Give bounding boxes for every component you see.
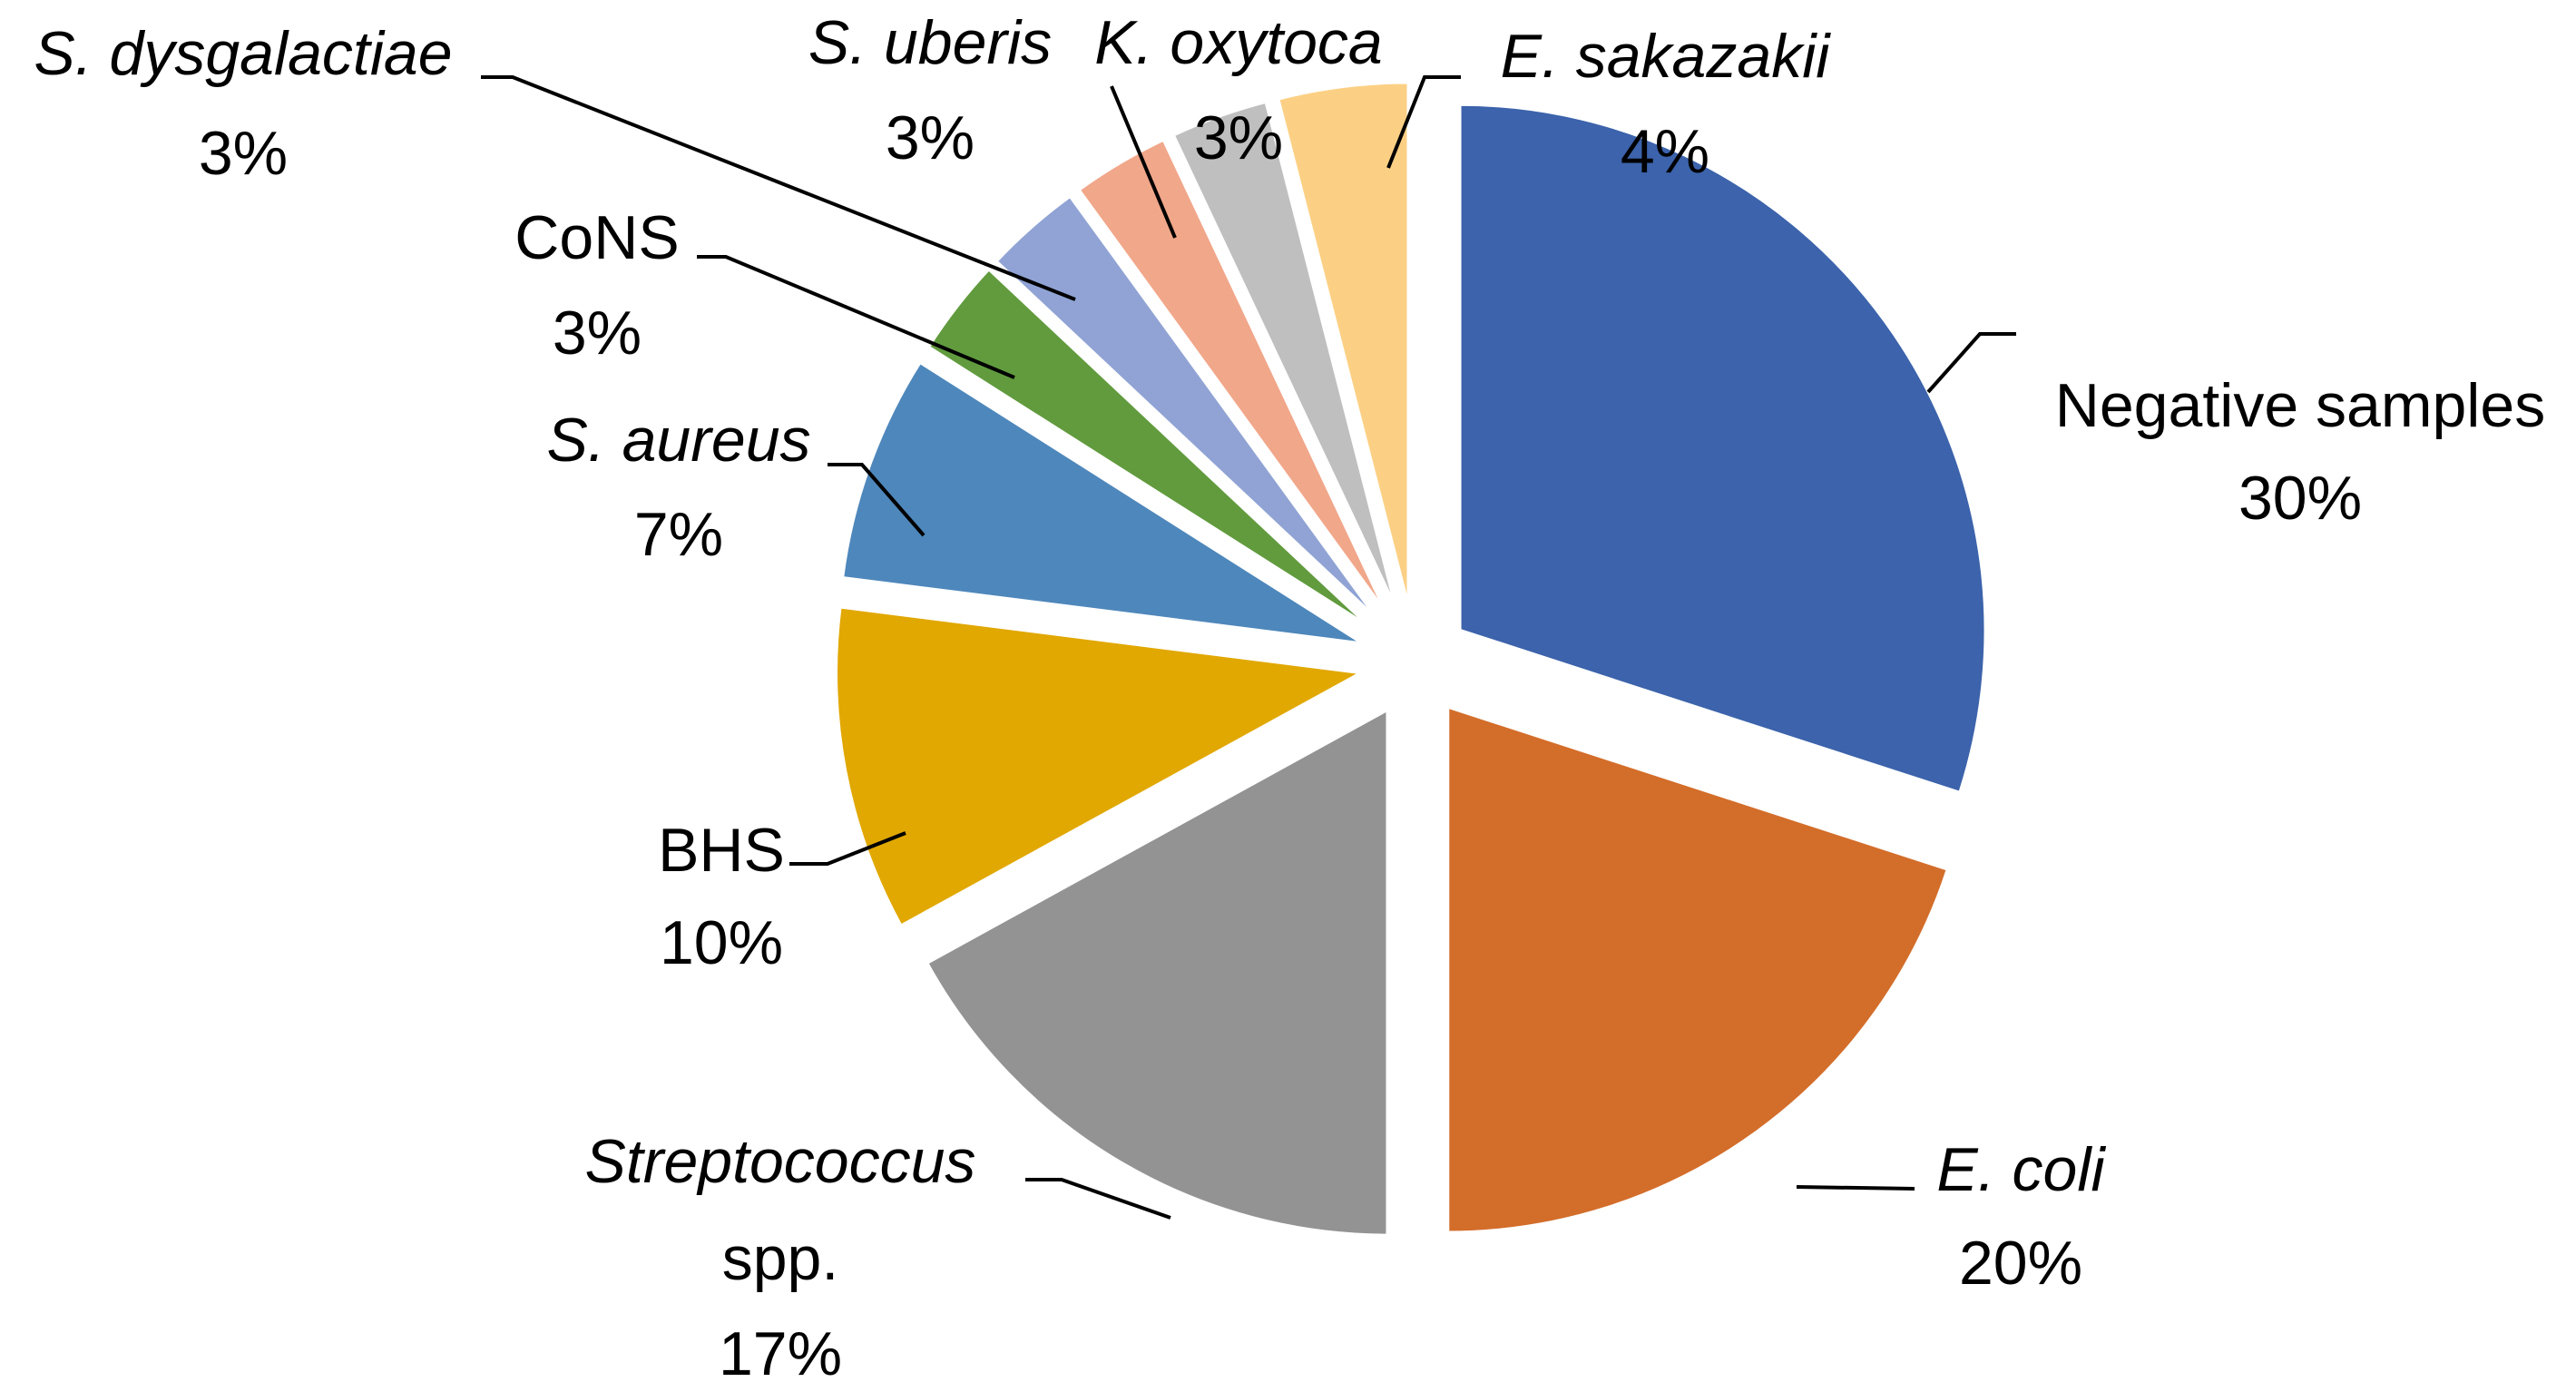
pct-cons: 3% <box>553 299 642 368</box>
label-k-oxytoca: K. oxytoca <box>1094 8 1383 77</box>
pie-slice-negative-samples <box>1457 102 1988 796</box>
pie-slice-k-oxytoca <box>1170 99 1399 613</box>
pct-bhs: 10% <box>660 908 783 977</box>
pie-slices <box>834 80 1988 1238</box>
leader-line-cons <box>697 255 1015 379</box>
label-s-dysgalactiae: S. dysgalactiae <box>34 19 452 88</box>
leader-line-s-aureus <box>828 463 926 537</box>
pie-slice-s-dysgalactiae <box>993 192 1381 623</box>
pct-k-oxytoca: 3% <box>1194 103 1283 172</box>
label-cons: CoNS <box>514 203 679 272</box>
pie-slice-e-sakazakii <box>1275 80 1411 609</box>
leader-line-e-coli <box>1796 1185 1915 1191</box>
label-e-coli: E. coli <box>1936 1135 2106 1204</box>
label-streptococcus: Streptococcus <box>585 1127 976 1196</box>
pct-e-coli: 20% <box>1959 1229 2082 1298</box>
leader-line-s-uberis <box>1110 85 1177 239</box>
leader-line-s-dysgalactiae <box>481 75 1076 301</box>
label-s-aureus: S. aureus <box>546 406 810 475</box>
pct-streptococcus: 17% <box>719 1319 842 1382</box>
pie-slice-s-uberis <box>1075 136 1390 617</box>
pct-s-uberis: 3% <box>886 103 975 172</box>
pie-slice-streptococcus <box>924 706 1390 1238</box>
label-e-sakazakii: E. sakazakii <box>1501 22 1832 91</box>
pct-e-sakazakii: 4% <box>1621 117 1709 186</box>
pct-s-aureus: 7% <box>634 500 723 569</box>
label-bhs: BHS <box>658 816 785 885</box>
slice-labels: Negative samples 30% E. coli 20% Strepto… <box>34 8 2545 1382</box>
pct-negative-samples: 30% <box>2238 464 2362 533</box>
pie-slice-e-coli <box>1445 703 1951 1235</box>
label-s-uberis: S. uberis <box>808 8 1052 77</box>
pie-slice-bhs <box>834 604 1368 929</box>
label-negative-samples: Negative samples <box>2055 371 2545 440</box>
leader-line-bhs <box>789 831 906 866</box>
leader-line-negative-samples <box>1926 332 2016 394</box>
pct-s-dysgalactiae: 3% <box>199 119 288 188</box>
label-streptococcus-spp: spp. <box>722 1224 839 1293</box>
leader-line-streptococcus <box>1025 1178 1171 1220</box>
pie-slice-s-aureus <box>839 359 1366 646</box>
leader-lines <box>481 75 2016 1220</box>
pie-slice-cons <box>926 266 1374 631</box>
leader-line-e-sakazakii <box>1386 75 1461 169</box>
